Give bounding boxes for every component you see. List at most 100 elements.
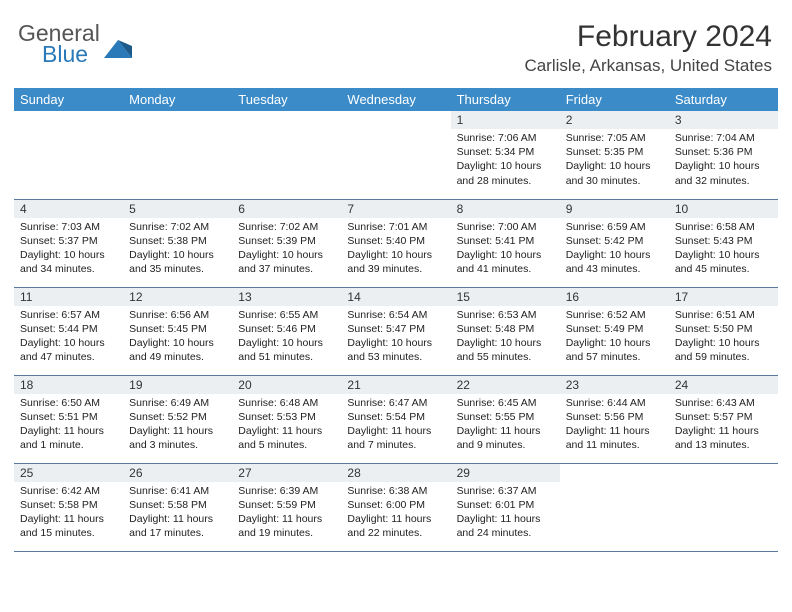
- sunset-text: Sunset: 5:58 PM: [129, 498, 226, 512]
- calendar-week-row: 11Sunrise: 6:57 AMSunset: 5:44 PMDayligh…: [14, 287, 778, 375]
- calendar-day-cell: 5Sunrise: 7:02 AMSunset: 5:38 PMDaylight…: [123, 199, 232, 287]
- calendar-day-cell: 3Sunrise: 7:04 AMSunset: 5:36 PMDaylight…: [669, 111, 778, 199]
- day-number: 22: [451, 376, 560, 394]
- sunset-text: Sunset: 5:49 PM: [566, 322, 663, 336]
- daylight-text: Daylight: 11 hours and 24 minutes.: [457, 512, 554, 540]
- calendar-day-cell: 20Sunrise: 6:48 AMSunset: 5:53 PMDayligh…: [232, 375, 341, 463]
- sunrise-text: Sunrise: 6:37 AM: [457, 484, 554, 498]
- day-number: 21: [341, 376, 450, 394]
- sunset-text: Sunset: 5:48 PM: [457, 322, 554, 336]
- sunrise-text: Sunrise: 7:04 AM: [675, 131, 772, 145]
- location: Carlisle, Arkansas, United States: [524, 56, 772, 76]
- sunset-text: Sunset: 5:53 PM: [238, 410, 335, 424]
- day-details: Sunrise: 7:00 AMSunset: 5:41 PMDaylight:…: [451, 218, 560, 281]
- sunrise-text: Sunrise: 6:59 AM: [566, 220, 663, 234]
- day-number: 2: [560, 111, 669, 129]
- sunrise-text: Sunrise: 6:48 AM: [238, 396, 335, 410]
- calendar-day-cell: ..: [14, 111, 123, 199]
- calendar-day-cell: 18Sunrise: 6:50 AMSunset: 5:51 PMDayligh…: [14, 375, 123, 463]
- sunset-text: Sunset: 5:42 PM: [566, 234, 663, 248]
- sunrise-text: Sunrise: 6:49 AM: [129, 396, 226, 410]
- day-number: 4: [14, 200, 123, 218]
- day-details: Sunrise: 6:54 AMSunset: 5:47 PMDaylight:…: [341, 306, 450, 369]
- day-details: Sunrise: 6:51 AMSunset: 5:50 PMDaylight:…: [669, 306, 778, 369]
- sunrise-text: Sunrise: 6:43 AM: [675, 396, 772, 410]
- sunrise-text: Sunrise: 6:55 AM: [238, 308, 335, 322]
- calendar-day-cell: 26Sunrise: 6:41 AMSunset: 5:58 PMDayligh…: [123, 463, 232, 551]
- weekday-header: Thursday: [451, 88, 560, 111]
- day-details: Sunrise: 7:06 AMSunset: 5:34 PMDaylight:…: [451, 129, 560, 192]
- sunrise-text: Sunrise: 6:53 AM: [457, 308, 554, 322]
- sunrise-text: Sunrise: 6:44 AM: [566, 396, 663, 410]
- daylight-text: Daylight: 11 hours and 1 minute.: [20, 424, 117, 452]
- sunset-text: Sunset: 5:34 PM: [457, 145, 554, 159]
- daylight-text: Daylight: 11 hours and 11 minutes.: [566, 424, 663, 452]
- day-details: Sunrise: 6:58 AMSunset: 5:43 PMDaylight:…: [669, 218, 778, 281]
- day-details: Sunrise: 6:47 AMSunset: 5:54 PMDaylight:…: [341, 394, 450, 457]
- day-number: 24: [669, 376, 778, 394]
- daylight-text: Daylight: 10 hours and 41 minutes.: [457, 248, 554, 276]
- sunset-text: Sunset: 5:38 PM: [129, 234, 226, 248]
- day-number: 28: [341, 464, 450, 482]
- day-number: 29: [451, 464, 560, 482]
- sunset-text: Sunset: 5:44 PM: [20, 322, 117, 336]
- daylight-text: Daylight: 10 hours and 49 minutes.: [129, 336, 226, 364]
- weekday-header-row: SundayMondayTuesdayWednesdayThursdayFrid…: [14, 88, 778, 111]
- sunset-text: Sunset: 5:45 PM: [129, 322, 226, 336]
- sunrise-text: Sunrise: 6:51 AM: [675, 308, 772, 322]
- day-details: Sunrise: 6:55 AMSunset: 5:46 PMDaylight:…: [232, 306, 341, 369]
- sunset-text: Sunset: 5:35 PM: [566, 145, 663, 159]
- sunset-text: Sunset: 5:36 PM: [675, 145, 772, 159]
- daylight-text: Daylight: 10 hours and 53 minutes.: [347, 336, 444, 364]
- day-details: Sunrise: 6:43 AMSunset: 5:57 PMDaylight:…: [669, 394, 778, 457]
- calendar-day-cell: 23Sunrise: 6:44 AMSunset: 5:56 PMDayligh…: [560, 375, 669, 463]
- calendar-day-cell: 27Sunrise: 6:39 AMSunset: 5:59 PMDayligh…: [232, 463, 341, 551]
- daylight-text: Daylight: 10 hours and 39 minutes.: [347, 248, 444, 276]
- day-details: Sunrise: 7:04 AMSunset: 5:36 PMDaylight:…: [669, 129, 778, 192]
- daylight-text: Daylight: 10 hours and 35 minutes.: [129, 248, 226, 276]
- calendar-day-cell: ..: [341, 111, 450, 199]
- day-number: 18: [14, 376, 123, 394]
- sunset-text: Sunset: 5:37 PM: [20, 234, 117, 248]
- sunset-text: Sunset: 5:41 PM: [457, 234, 554, 248]
- day-details: Sunrise: 6:45 AMSunset: 5:55 PMDaylight:…: [451, 394, 560, 457]
- day-number: 15: [451, 288, 560, 306]
- calendar-day-cell: 17Sunrise: 6:51 AMSunset: 5:50 PMDayligh…: [669, 287, 778, 375]
- daylight-text: Daylight: 11 hours and 13 minutes.: [675, 424, 772, 452]
- day-details: Sunrise: 6:59 AMSunset: 5:42 PMDaylight:…: [560, 218, 669, 281]
- day-number: 16: [560, 288, 669, 306]
- day-number: 5: [123, 200, 232, 218]
- day-details: Sunrise: 6:37 AMSunset: 6:01 PMDaylight:…: [451, 482, 560, 545]
- daylight-text: Daylight: 11 hours and 3 minutes.: [129, 424, 226, 452]
- day-number: 14: [341, 288, 450, 306]
- calendar-day-cell: 11Sunrise: 6:57 AMSunset: 5:44 PMDayligh…: [14, 287, 123, 375]
- day-number: 10: [669, 200, 778, 218]
- day-details: Sunrise: 6:48 AMSunset: 5:53 PMDaylight:…: [232, 394, 341, 457]
- calendar-day-cell: 10Sunrise: 6:58 AMSunset: 5:43 PMDayligh…: [669, 199, 778, 287]
- weekday-header: Tuesday: [232, 88, 341, 111]
- calendar-day-cell: 28Sunrise: 6:38 AMSunset: 6:00 PMDayligh…: [341, 463, 450, 551]
- sunset-text: Sunset: 5:57 PM: [675, 410, 772, 424]
- sunrise-text: Sunrise: 6:50 AM: [20, 396, 117, 410]
- calendar-table: SundayMondayTuesdayWednesdayThursdayFrid…: [14, 88, 778, 552]
- daylight-text: Daylight: 11 hours and 5 minutes.: [238, 424, 335, 452]
- daylight-text: Daylight: 10 hours and 47 minutes.: [20, 336, 117, 364]
- sunset-text: Sunset: 6:00 PM: [347, 498, 444, 512]
- calendar-day-cell: 1Sunrise: 7:06 AMSunset: 5:34 PMDaylight…: [451, 111, 560, 199]
- header: General Blue February 2024 Carlisle, Ark…: [14, 20, 778, 76]
- day-details: Sunrise: 6:42 AMSunset: 5:58 PMDaylight:…: [14, 482, 123, 545]
- daylight-text: Daylight: 10 hours and 59 minutes.: [675, 336, 772, 364]
- sunset-text: Sunset: 5:47 PM: [347, 322, 444, 336]
- sunset-text: Sunset: 5:46 PM: [238, 322, 335, 336]
- sunrise-text: Sunrise: 7:01 AM: [347, 220, 444, 234]
- day-details: Sunrise: 6:38 AMSunset: 6:00 PMDaylight:…: [341, 482, 450, 545]
- calendar-day-cell: 22Sunrise: 6:45 AMSunset: 5:55 PMDayligh…: [451, 375, 560, 463]
- day-details: Sunrise: 7:02 AMSunset: 5:38 PMDaylight:…: [123, 218, 232, 281]
- sunrise-text: Sunrise: 6:54 AM: [347, 308, 444, 322]
- calendar-day-cell: 13Sunrise: 6:55 AMSunset: 5:46 PMDayligh…: [232, 287, 341, 375]
- calendar-day-cell: 29Sunrise: 6:37 AMSunset: 6:01 PMDayligh…: [451, 463, 560, 551]
- day-details: Sunrise: 6:57 AMSunset: 5:44 PMDaylight:…: [14, 306, 123, 369]
- logo: General Blue: [14, 20, 132, 74]
- sunrise-text: Sunrise: 6:42 AM: [20, 484, 117, 498]
- title-block: February 2024 Carlisle, Arkansas, United…: [524, 20, 778, 76]
